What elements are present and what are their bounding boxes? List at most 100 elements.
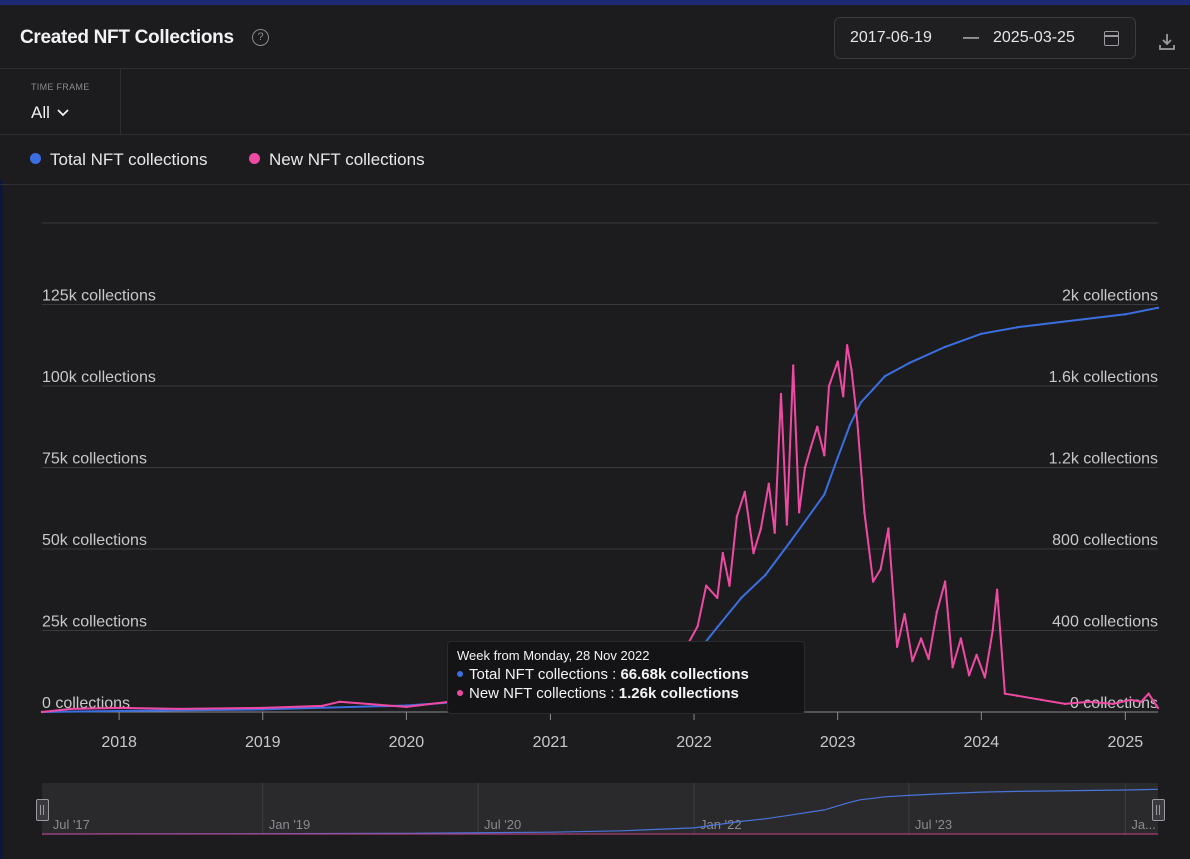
navigator-preview[interactable]: Jul '17 Jan '19 Jul '20 Jan '22 Jul '23 Ja...	[41, 783, 1159, 835]
x-tick-label: 2018	[101, 734, 137, 751]
point-new	[752, 551, 755, 555]
timeframe-selector[interactable]: TIME FRAME All	[0, 69, 121, 134]
legend-item-total[interactable]: Total NFT collections	[30, 150, 207, 170]
point-new	[773, 531, 776, 534]
point-total	[1124, 313, 1127, 316]
tooltip-label-total: Total NFT collections :	[469, 666, 621, 683]
y-right-tick-label: 400 collections	[1052, 614, 1158, 631]
point-new	[1156, 706, 1160, 710]
point-new	[728, 584, 731, 587]
point-new	[1003, 692, 1007, 695]
tooltip-header: Week from Monday, 28 Nov 2022	[457, 648, 650, 663]
point-total	[740, 596, 743, 600]
range-navigator[interactable]: Jul '17 Jan '19 Jul '20 Jan '22 Jul '23 Ja...	[41, 783, 1159, 835]
tooltip-dot-total	[457, 671, 463, 677]
point-new	[850, 368, 853, 371]
point-total	[764, 573, 767, 577]
point-new	[842, 395, 845, 398]
point-new	[919, 637, 923, 640]
divider	[0, 134, 1190, 135]
navigator-label: Ja...	[1131, 817, 1156, 832]
point-new	[177, 707, 180, 711]
point-total	[823, 493, 826, 496]
download-icon[interactable]	[1157, 32, 1177, 52]
point-new	[927, 657, 930, 661]
point-new	[735, 515, 739, 518]
legend-dot-total	[30, 153, 41, 164]
calendar-icon[interactable]	[1104, 31, 1119, 46]
chevron-down-icon[interactable]	[56, 106, 70, 120]
tooltip-label-new: New NFT collections :	[469, 685, 619, 702]
x-tick-label: 2020	[389, 734, 425, 751]
point-new	[743, 490, 746, 494]
legend-label-new: New NFT collections	[269, 150, 425, 169]
y-right-tick-label: 1.2k collections	[1049, 451, 1158, 468]
point-new	[943, 580, 947, 583]
point-new	[845, 344, 849, 347]
point-new	[1063, 702, 1067, 706]
point-total	[883, 375, 887, 378]
window-edge	[0, 0, 1190, 5]
point-new	[967, 674, 971, 677]
point-new	[1015, 694, 1019, 697]
point-new	[767, 482, 770, 485]
point-new	[951, 666, 954, 669]
help-circle-icon[interactable]: ?	[252, 29, 269, 46]
point-new	[716, 596, 719, 600]
navigator-label: Jul '20	[484, 817, 521, 832]
point-total	[943, 345, 947, 349]
point-total	[836, 456, 839, 459]
timeframe-label: TIME FRAME	[31, 82, 90, 92]
x-tick-label: 2025	[1108, 734, 1144, 751]
legend-dot-new	[249, 153, 260, 164]
point-new	[705, 584, 708, 587]
point-total	[1156, 306, 1160, 309]
point-total	[117, 709, 121, 713]
tooltip-value-total: 66.68k collections	[620, 666, 749, 683]
x-tick-label: 2024	[964, 734, 1000, 751]
navigator-label: Jul '23	[915, 817, 952, 832]
point-new	[816, 425, 819, 428]
point-new	[696, 625, 699, 628]
point-new	[1111, 702, 1115, 706]
page-title: Created NFT Collections	[20, 27, 234, 48]
navigator-handle-right[interactable]	[1152, 799, 1165, 821]
point-total	[788, 541, 791, 544]
y-left-tick-label: 25k collections	[42, 614, 147, 631]
timeframe-value[interactable]: All	[31, 103, 50, 122]
chart-tooltip: Week from Monday, 28 Nov 2022 Total NFT …	[447, 641, 805, 714]
date-start[interactable]: 2017-06-19	[850, 29, 932, 46]
navigator-label: Jan '19	[269, 817, 311, 832]
y-right-tick-label: 800 collections	[1052, 532, 1158, 549]
point-new	[1147, 692, 1150, 695]
point-new	[809, 445, 813, 449]
point-new	[321, 704, 324, 708]
point-new	[871, 580, 875, 583]
navigator-handle-left[interactable]	[36, 799, 49, 821]
y-right-tick-label: 2k collections	[1062, 288, 1158, 305]
point-new	[983, 676, 987, 679]
point-new	[991, 629, 994, 632]
point-new	[117, 706, 121, 710]
point-new	[338, 700, 341, 703]
point-total	[848, 423, 852, 427]
divider	[0, 184, 1190, 185]
grid	[42, 222, 1158, 713]
tooltip-dot-new	[457, 690, 463, 696]
point-new	[721, 551, 724, 555]
point-new	[887, 527, 890, 530]
point-new	[792, 364, 795, 367]
point-new	[1039, 698, 1043, 701]
point-new	[40, 710, 44, 714]
point-new	[1087, 700, 1091, 703]
navigator-series-total	[41, 788, 1159, 835]
point-new	[261, 706, 264, 710]
legend-item-new[interactable]: New NFT collections	[249, 150, 425, 170]
point-new	[895, 645, 899, 648]
x-axis: 2018 2019 2020 2021 2022 2023 2024 2025	[101, 712, 1143, 751]
date-end[interactable]: 2025-03-25	[993, 29, 1075, 46]
date-range-picker[interactable]: 2017-06-19 — 2025-03-25	[834, 17, 1136, 59]
x-tick-label: 2023	[820, 734, 856, 751]
